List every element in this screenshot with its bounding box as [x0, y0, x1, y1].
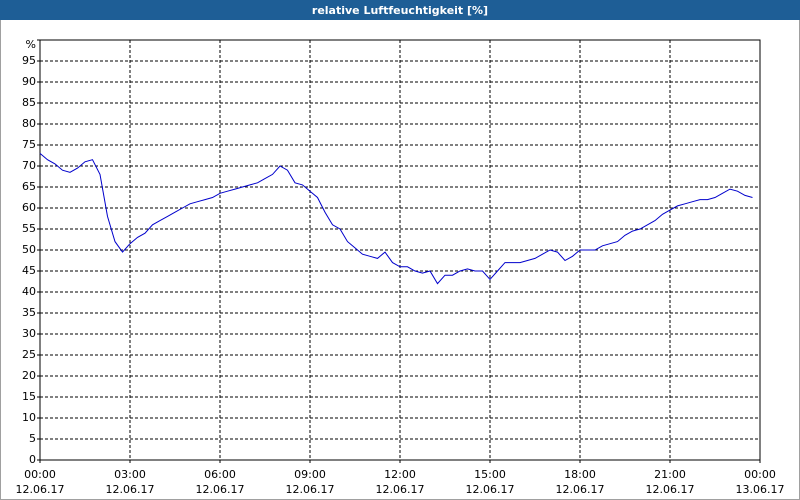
x-tick-label: 09:00: [294, 468, 326, 481]
data-line: [39, 153, 753, 285]
x-tick-label: 03:00: [114, 468, 146, 481]
x-tick-label: 21:00: [654, 468, 686, 481]
y-tick-label: 25: [22, 348, 36, 361]
chart-title: relative Luftfeuchtigkeit [%]: [312, 4, 488, 17]
x-tick-label: 12:00: [384, 468, 416, 481]
y-tick-label: 0: [29, 453, 36, 466]
y-tick-label: 45: [22, 264, 36, 277]
y-tick-label: 80: [22, 117, 36, 130]
x-tick-date: 12.06.17: [286, 483, 335, 496]
x-tick-date: 13.06.17: [736, 483, 785, 496]
y-tick-label: 95: [22, 54, 36, 67]
y-tick-label: %: [26, 38, 36, 51]
y-tick-label: 55: [22, 222, 36, 235]
y-tick-label: 50: [22, 243, 36, 256]
x-tick-label: 00:00: [744, 468, 776, 481]
y-tick-label: 40: [22, 285, 36, 298]
y-tick-label: 65: [22, 180, 36, 193]
y-tick-label: 20: [22, 369, 36, 382]
plot-border: [39, 39, 761, 461]
y-tick-label: 75: [22, 138, 36, 151]
x-tick-date: 12.06.17: [556, 483, 605, 496]
x-tick-date: 12.06.17: [466, 483, 515, 496]
x-tick-label: 00:00: [24, 468, 56, 481]
title-bar: [0, 0, 800, 20]
y-tick-label: 35: [22, 306, 36, 319]
x-tick-label: 06:00: [204, 468, 236, 481]
x-tick-date: 12.06.17: [376, 483, 425, 496]
y-tick-label: 10: [22, 411, 36, 424]
y-tick-label: 85: [22, 96, 36, 109]
x-tick-date: 12.06.17: [646, 483, 695, 496]
x-tick-date: 12.06.17: [196, 483, 245, 496]
x-tick-label: 18:00: [564, 468, 596, 481]
y-tick-label: 30: [22, 327, 36, 340]
y-tick-label: 90: [22, 75, 36, 88]
y-tick-label: 15: [22, 390, 36, 403]
y-tick-label: 60: [22, 201, 36, 214]
y-tick-label: 5: [29, 432, 36, 445]
x-tick-date: 12.06.17: [106, 483, 155, 496]
x-tick-date: 12.06.17: [16, 483, 65, 496]
y-tick-label: 70: [22, 159, 36, 172]
x-tick-label: 15:00: [474, 468, 506, 481]
